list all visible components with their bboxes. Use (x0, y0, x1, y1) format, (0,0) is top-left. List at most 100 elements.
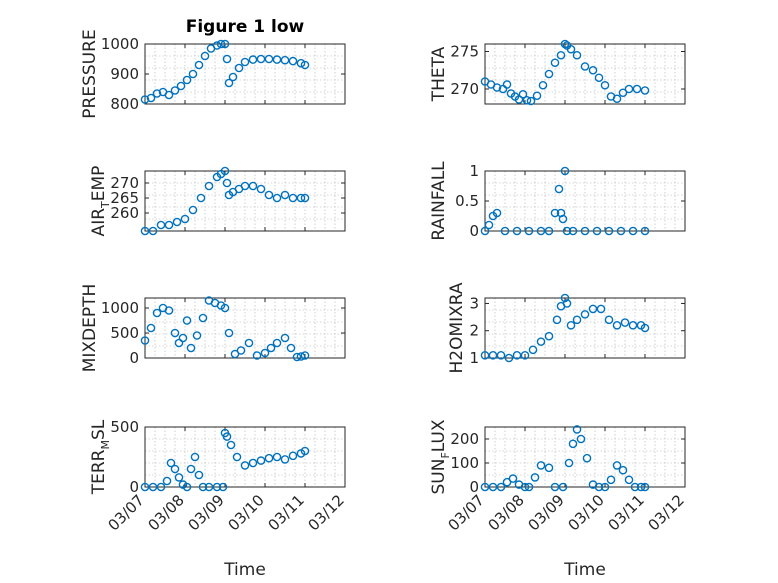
y-tick-label: 900 (110, 65, 139, 83)
data-point (186, 464, 196, 474)
data-point (152, 308, 162, 318)
data-point (640, 226, 650, 236)
data-point (140, 336, 150, 345)
data-point (620, 318, 630, 327)
data-point (288, 451, 298, 461)
data-point (300, 446, 310, 456)
data-point (554, 184, 564, 194)
data-point (520, 350, 530, 360)
data-point (216, 39, 226, 49)
y-tick-label: 0 (129, 478, 139, 496)
data-point (140, 226, 150, 236)
y-tick-label: 800 (110, 95, 139, 113)
axes-frame (484, 426, 686, 488)
x-tick-label: 03/12 (645, 491, 688, 534)
data-point (612, 94, 622, 104)
data-point (558, 482, 568, 492)
axes-border (484, 43, 686, 105)
data-point (524, 226, 534, 236)
y-tick-label: 1 (469, 349, 479, 367)
data-point (528, 345, 538, 355)
data-point (280, 55, 290, 65)
data-point (558, 214, 568, 224)
y-axis-label: H2OMIXRA (447, 282, 467, 373)
data-point (162, 476, 172, 486)
x-tick-label: 03/07 (445, 491, 488, 534)
data-point (536, 226, 546, 236)
data-point (630, 482, 640, 492)
data-point (508, 474, 518, 483)
data-point (286, 343, 296, 353)
y-axis-label: MIXDEPTH (80, 284, 100, 373)
data-point (522, 95, 532, 105)
data-point (252, 351, 262, 360)
x-tick-label: 03/10 (225, 491, 268, 534)
data-point (588, 304, 598, 314)
data-point (538, 80, 548, 90)
data-point (612, 320, 622, 330)
data-point (182, 316, 192, 325)
data-point (220, 39, 230, 49)
data-point (204, 482, 214, 492)
x-axis-label: Time (563, 560, 606, 580)
data-point (560, 166, 570, 176)
data-point (180, 214, 190, 224)
data-point (146, 93, 156, 103)
data-point (488, 350, 498, 360)
data-point (512, 226, 522, 236)
data-point (188, 69, 198, 79)
data-point (176, 81, 186, 91)
axes-border (144, 297, 346, 359)
data-point (560, 39, 570, 49)
axes-panel-4: 0 0.5 1 RAINFALL (429, 161, 686, 241)
data-point (560, 293, 570, 303)
data-point (212, 41, 222, 50)
data-point (600, 482, 610, 492)
x-tick-label: 03/07 (105, 491, 148, 534)
data-point (572, 425, 582, 434)
y-tick-label: 0 (469, 478, 479, 496)
y-tick-label: 1000 (101, 35, 139, 53)
data-point (148, 482, 158, 492)
x-tick-label: 03/09 (185, 491, 228, 534)
data-point (524, 482, 534, 492)
data-point (174, 473, 184, 482)
data-point (218, 482, 228, 492)
axes-border (144, 170, 346, 232)
data-point (188, 205, 198, 215)
data-point (496, 350, 506, 360)
y-axis-label: AIRTEMP (89, 166, 112, 237)
axes-panel-8: 0 100 200SUNFLUX03/0703/0803/0903/1003/110… (429, 419, 688, 580)
data-point (566, 44, 576, 54)
data-point (550, 208, 560, 218)
data-point (140, 482, 150, 492)
y-tick-label: 270 (110, 174, 139, 192)
data-point (520, 482, 530, 492)
data-point (220, 166, 230, 176)
y-tick-label: 1 (469, 162, 479, 180)
data-point (280, 455, 290, 464)
data-point (164, 90, 174, 100)
data-point (236, 346, 246, 355)
data-point (240, 57, 250, 67)
data-point (156, 220, 166, 230)
data-point (240, 181, 250, 191)
data-point (512, 350, 522, 360)
data-point (618, 88, 628, 98)
axes-frame (144, 170, 346, 232)
data-point (164, 306, 174, 315)
data-point (182, 75, 192, 85)
data-point (190, 452, 200, 462)
data-point (526, 96, 536, 106)
data-point (484, 220, 494, 230)
data-point (244, 338, 254, 348)
data-point (140, 95, 150, 104)
data-point (564, 458, 574, 468)
data-point (580, 226, 590, 236)
data-point (480, 226, 490, 236)
